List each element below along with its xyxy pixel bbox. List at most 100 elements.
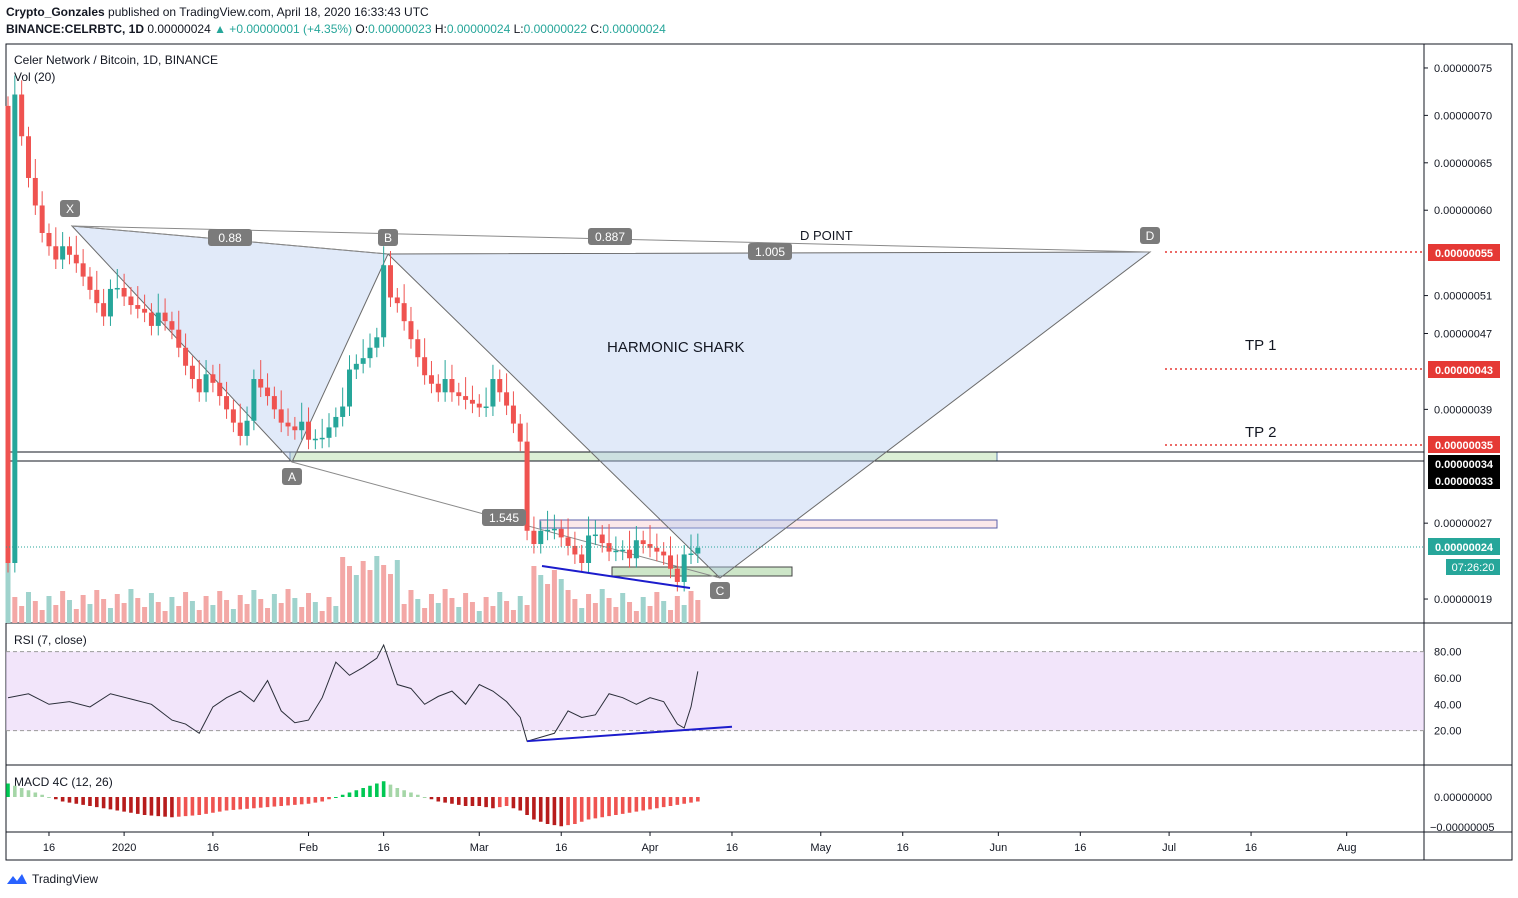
x-tick-label: Mar bbox=[470, 842, 489, 854]
rsi-level-label: 20.00 bbox=[1434, 726, 1462, 738]
resistance-zone bbox=[539, 519, 998, 529]
macd-bar bbox=[395, 788, 400, 797]
author-name[interactable]: Crypto_Gonzales bbox=[6, 5, 105, 19]
macd-bar bbox=[13, 785, 17, 797]
candle-body bbox=[476, 403, 482, 408]
macd-bar bbox=[293, 797, 297, 805]
macd-bar bbox=[607, 797, 611, 817]
candle-body bbox=[319, 437, 325, 440]
candle-body bbox=[169, 321, 175, 330]
point-a-label: A bbox=[288, 470, 296, 484]
y-tick-label: 0.00000019 bbox=[1434, 594, 1492, 606]
macd-bar bbox=[381, 781, 386, 797]
rsi-label: RSI (7, close) bbox=[14, 633, 87, 647]
volume-bar bbox=[633, 611, 639, 623]
volume-bar bbox=[592, 603, 598, 623]
volume-bar bbox=[285, 589, 291, 623]
candle-body bbox=[463, 396, 469, 400]
candle-body bbox=[60, 246, 66, 260]
candle-body bbox=[237, 422, 243, 436]
volume-bar bbox=[196, 610, 202, 623]
volume-bar bbox=[312, 602, 318, 623]
point-d-label-box bbox=[1140, 227, 1160, 244]
volume-bar bbox=[155, 602, 161, 623]
volume-bar bbox=[415, 599, 421, 623]
x-tick-label: Jun bbox=[989, 842, 1007, 854]
candle-body bbox=[258, 379, 264, 388]
volume-bar bbox=[360, 561, 366, 623]
candle-body bbox=[94, 289, 100, 304]
macd-bar bbox=[334, 797, 338, 798]
d-point-label: D POINT bbox=[800, 228, 853, 243]
candle-body bbox=[87, 276, 93, 290]
macd-bar bbox=[190, 797, 195, 816]
candle-body bbox=[66, 246, 72, 255]
volume-bar bbox=[53, 605, 59, 623]
candle-body bbox=[265, 387, 271, 397]
volume-bar bbox=[469, 602, 475, 623]
macd-bar bbox=[559, 797, 564, 827]
price-tag-current-box bbox=[1428, 538, 1500, 555]
macd-bar bbox=[347, 792, 352, 797]
volume-bar bbox=[292, 598, 298, 623]
candle-body bbox=[668, 555, 674, 569]
macd-bar bbox=[238, 797, 243, 810]
candle-body bbox=[422, 357, 428, 376]
macd-bar bbox=[518, 797, 523, 811]
tradingview-logo-icon bbox=[7, 874, 27, 884]
volume-bar bbox=[101, 599, 107, 623]
candle-body bbox=[80, 263, 86, 277]
candle-body bbox=[469, 399, 475, 404]
volume-bar bbox=[661, 601, 667, 623]
macd-bar bbox=[402, 790, 406, 797]
rsi-level-label: 80.00 bbox=[1434, 647, 1462, 659]
volume-bar bbox=[224, 600, 230, 623]
macd-bar bbox=[525, 797, 529, 815]
candle-body bbox=[306, 421, 312, 440]
macd-bar bbox=[54, 797, 58, 800]
macd-bar bbox=[696, 797, 700, 802]
macd-bar bbox=[299, 797, 304, 805]
x-tick-label: 16 bbox=[1074, 842, 1086, 854]
candle-body bbox=[633, 540, 639, 559]
publish-text: published on TradingView.com, April 18, … bbox=[108, 5, 429, 19]
x-tick-label: 16 bbox=[897, 842, 909, 854]
volume-bar bbox=[408, 590, 414, 623]
candle-body bbox=[251, 379, 257, 421]
macd-bar bbox=[265, 797, 270, 808]
volume-bar bbox=[333, 606, 339, 623]
candle-body bbox=[244, 420, 250, 436]
candle-body bbox=[647, 544, 653, 548]
price-change: ▲ +0.00000001 (+4.35%) bbox=[214, 22, 353, 36]
candle-body bbox=[640, 540, 646, 545]
ratio-abc-box bbox=[588, 228, 632, 245]
volume-bar bbox=[463, 593, 469, 623]
candle-body bbox=[415, 339, 421, 358]
macd-zero-label: 0.00000000 bbox=[1434, 792, 1492, 804]
volume-bar bbox=[510, 610, 516, 623]
candle-body bbox=[46, 232, 52, 247]
candle-body bbox=[531, 530, 537, 545]
volume-bar bbox=[319, 611, 325, 623]
volume-bar bbox=[326, 597, 332, 623]
volume-bar bbox=[183, 592, 189, 623]
macd-bar bbox=[33, 792, 38, 797]
macd-bar bbox=[463, 797, 468, 806]
point-c-label-box bbox=[710, 582, 730, 599]
candle-body bbox=[347, 369, 352, 407]
candle-body bbox=[490, 379, 496, 407]
candle-body bbox=[326, 427, 332, 438]
volume-bar bbox=[367, 570, 373, 623]
ratio-xab: 0.88 bbox=[218, 231, 242, 245]
shark-triangle-bcd bbox=[386, 251, 1152, 579]
volume-bar bbox=[265, 608, 271, 623]
candle-body bbox=[162, 312, 168, 322]
point-a-label-box bbox=[282, 468, 302, 485]
candle-body bbox=[592, 534, 598, 537]
volume-bar bbox=[169, 597, 175, 623]
close-value: 0.00000024 bbox=[602, 22, 666, 36]
candle-body bbox=[360, 358, 366, 364]
volume-bar bbox=[531, 566, 537, 623]
x-tick-label: 16 bbox=[555, 842, 567, 854]
